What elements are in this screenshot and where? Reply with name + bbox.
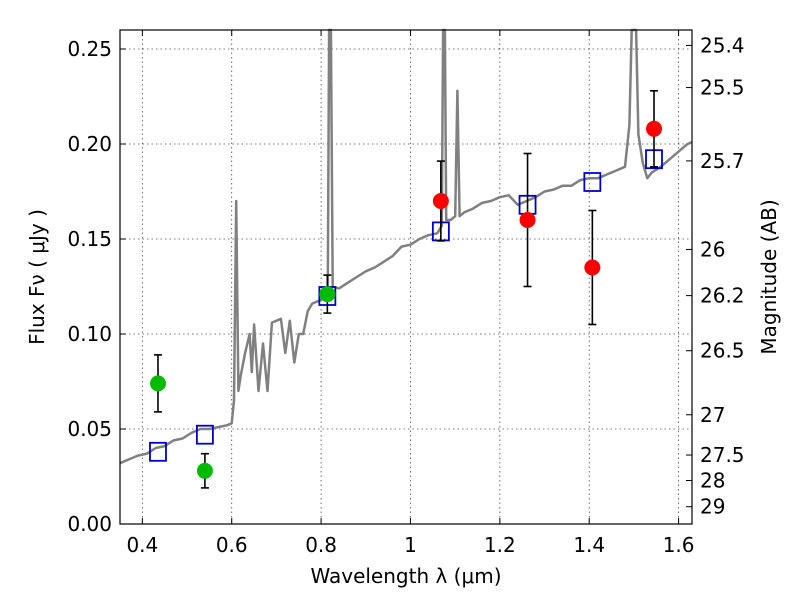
y2-tick-label: 28: [700, 468, 725, 492]
y2-axis-title: Magnitude (AB): [757, 199, 781, 354]
y2-axis-ticks: 25.4 25.5 25.7 26 26.2 26.5 27 27.528 29: [686, 33, 745, 519]
nir-point: [584, 259, 601, 276]
y-tick-label: 0.10: [67, 322, 112, 346]
x-tick-label: 1: [404, 533, 417, 557]
y-tick-label: 0.00: [67, 512, 112, 536]
y2-tick-label: 26.5: [700, 339, 745, 363]
model-spectrum-line: [119, 28, 693, 465]
y2-tick-label: 27: [700, 403, 725, 427]
y-tick-label: 0.05: [67, 417, 112, 441]
nir-point: [432, 193, 449, 209]
model-band-square: [196, 424, 214, 445]
model-band-square: [149, 441, 167, 462]
y-tick-label: 0.25: [67, 37, 112, 61]
model-band-square: [583, 172, 602, 192]
grid: [120, 30, 692, 525]
x-tick-label: 0.6: [216, 533, 248, 557]
x-axis-ticks: 0.4 0.6 0.8 1 1.2 1.4 1.6: [126, 30, 695, 557]
y2-tick-label: 26.2: [700, 284, 745, 308]
x-tick-label: 0.8: [305, 533, 337, 557]
y2-tick-label: 25.5: [700, 76, 745, 100]
y2-tick-label: 25.4: [700, 33, 745, 57]
x-tick-label: 0.4: [126, 533, 158, 557]
model-spectrum-layer: [119, 28, 693, 465]
y2-tick-label: 27.5: [700, 443, 745, 467]
y2-tick-label: 26: [700, 237, 725, 261]
nir-point: [646, 120, 663, 137]
x-tick-label: 1.4: [573, 533, 605, 557]
x-tick-label: 1.2: [484, 533, 516, 557]
nir-point: [519, 212, 536, 228]
x-tick-label: 1.6: [663, 533, 695, 557]
y2-tick-label: 25.7: [700, 149, 745, 173]
optical-point: [149, 375, 166, 392]
y-tick-label: 0.15: [67, 227, 112, 251]
y-axis-title: Flux Fν ( μJy ): [25, 209, 49, 345]
optical-point: [196, 462, 213, 479]
y-tick-label: 0.20: [67, 132, 112, 156]
y-axis-ticks: 0.00 0.05 0.10 0.15 0.20 0.25: [67, 37, 126, 536]
y2-tick-label: 29: [700, 495, 725, 519]
model-band-layer: [149, 149, 663, 462]
photometry-layer: [149, 90, 663, 489]
plot-frame: [119, 29, 693, 525]
x-axis-title: Wavelength λ (μm): [310, 564, 501, 588]
optical-point: [319, 286, 336, 303]
